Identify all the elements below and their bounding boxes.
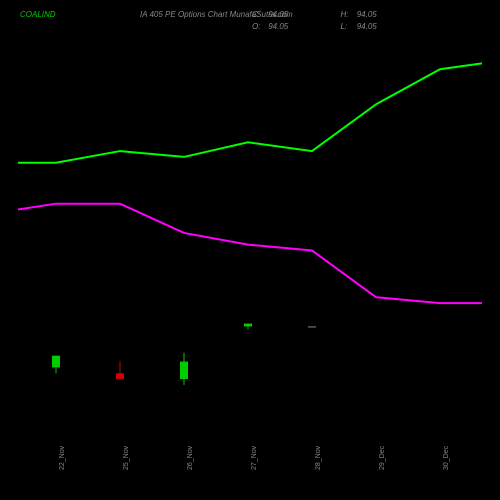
chart-header: COALIND IA 405 PE Options Chart MunafaSu… <box>0 0 500 36</box>
high-label: H: <box>340 10 354 19</box>
ohlc-row-2: O: 94.05 L: 94.05 <box>252 22 397 31</box>
open-value: 94.05 <box>268 22 308 31</box>
x-axis-label: 22_Nov <box>59 446 66 470</box>
low-label: L: <box>340 22 354 31</box>
ticker-symbol: COALIND <box>20 10 56 19</box>
low-value: 94.05 <box>357 22 397 31</box>
open-label: O: <box>252 22 266 31</box>
x-axis-label: 29_Dec <box>379 446 386 470</box>
close-label: C: <box>252 10 266 19</box>
x-axis-label: 25_Nov <box>123 446 130 470</box>
chart-svg <box>18 40 482 420</box>
close-value: 94.05 <box>268 10 308 19</box>
high-value: 94.05 <box>357 10 397 19</box>
x-axis-label: 30_Dec <box>443 446 450 470</box>
x-axis-label: 27_Nov <box>251 446 258 470</box>
ohlc-row-1: C: 94.05 H: 94.05 <box>252 10 397 19</box>
x-axis-label: 28_Nov <box>315 446 322 470</box>
plot-area <box>18 40 482 420</box>
x-axis-label: 26_Nov <box>187 446 194 470</box>
